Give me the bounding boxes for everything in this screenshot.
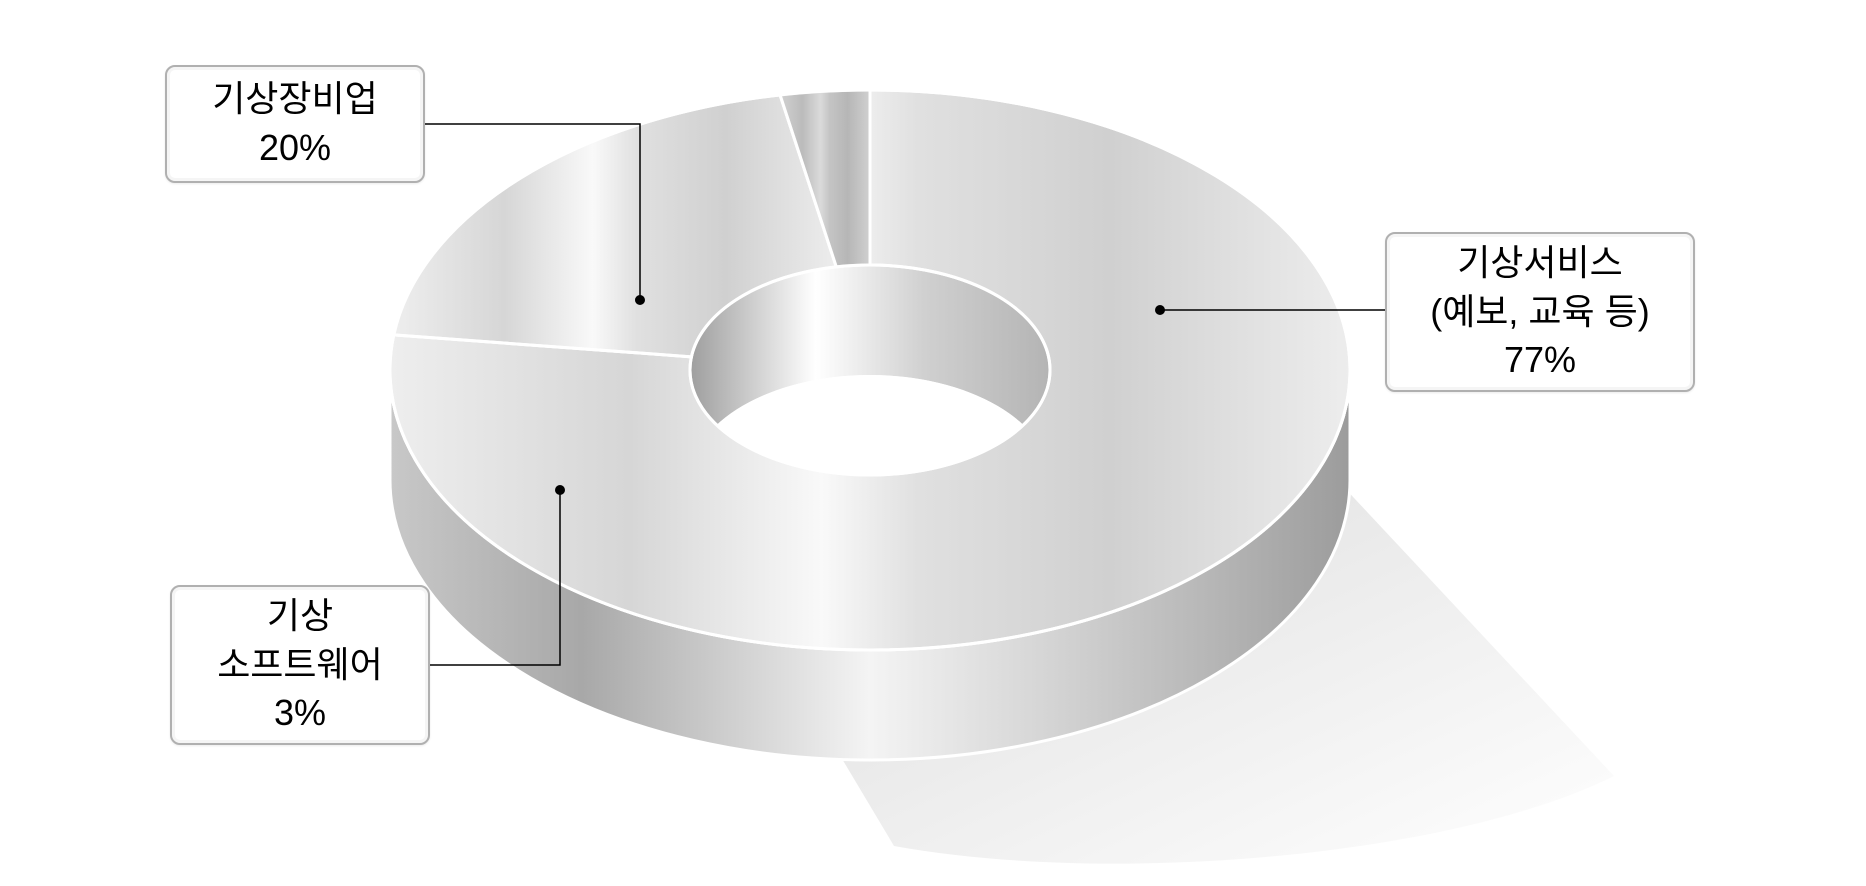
label-services-line-2: 77%: [1504, 336, 1576, 385]
leader-dot-services: [1155, 305, 1165, 315]
label-software-line-1: 소프트웨어: [217, 641, 383, 690]
label-equipment: 기상장비업20%: [165, 65, 425, 183]
label-equipment-line-1: 20%: [259, 124, 331, 173]
label-services-line-0: 기상서비스: [1457, 239, 1623, 288]
leader-dot-software: [555, 485, 565, 495]
leader-dot-equipment: [635, 295, 645, 305]
label-software: 기상소프트웨어3%: [170, 585, 430, 745]
label-software-line-0: 기상: [267, 592, 333, 641]
label-services-line-1: (예보, 교육 등): [1430, 288, 1650, 337]
label-software-line-2: 3%: [274, 689, 326, 738]
label-services: 기상서비스(예보, 교육 등)77%: [1385, 232, 1695, 392]
label-equipment-line-0: 기상장비업: [212, 75, 378, 124]
